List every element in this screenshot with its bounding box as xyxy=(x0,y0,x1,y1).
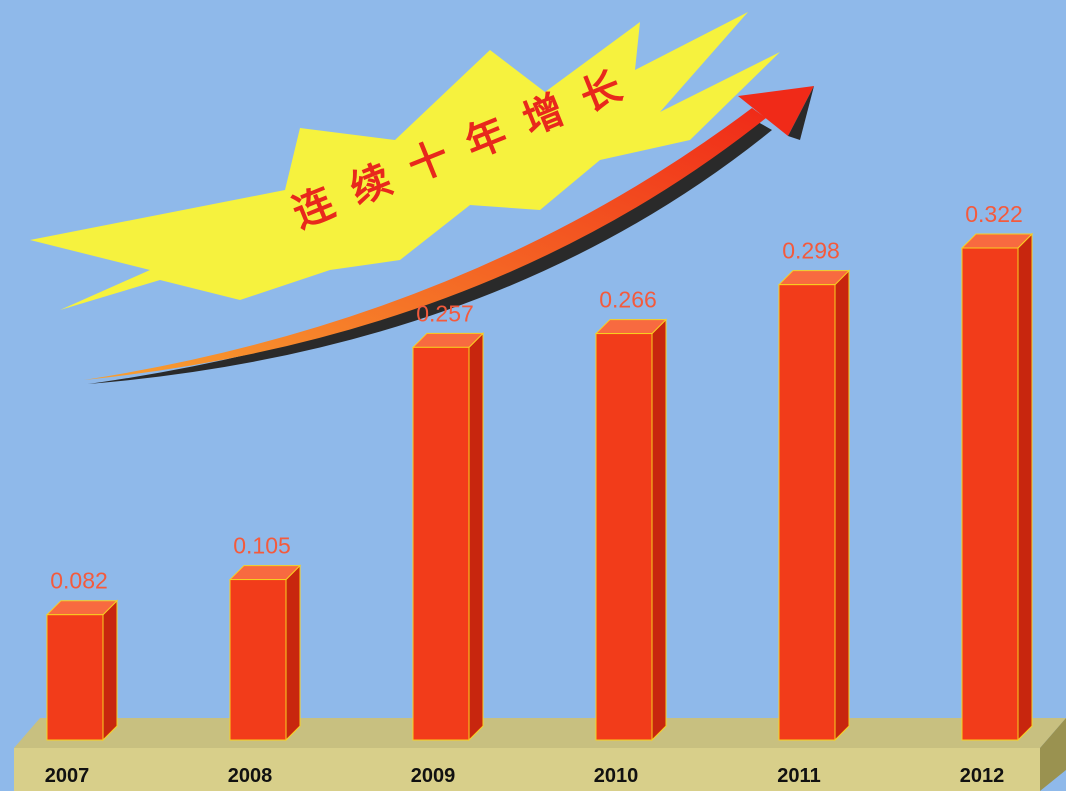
bar-side xyxy=(469,333,483,740)
x-tick-label: 2009 xyxy=(411,765,456,787)
x-tick-label: 2011 xyxy=(777,765,820,787)
bar-side xyxy=(103,601,117,740)
value-label: 0.082 xyxy=(50,568,108,594)
x-tick-label: 2012 xyxy=(960,765,1005,787)
bar-side xyxy=(652,320,666,740)
bar xyxy=(962,248,1018,740)
chart: 连续十年增长 0.08220070.10520080.25720090.2662… xyxy=(0,0,1066,791)
value-label: 0.298 xyxy=(782,238,840,264)
bar xyxy=(230,580,286,740)
bar xyxy=(47,615,103,740)
x-tick-label: 2008 xyxy=(228,765,273,787)
x-tick-label: 2010 xyxy=(594,765,639,787)
platform-front xyxy=(14,748,1040,791)
platform-top xyxy=(14,718,1066,748)
bar xyxy=(413,347,469,740)
value-label: 0.257 xyxy=(416,300,474,326)
value-label: 0.266 xyxy=(599,287,657,313)
bar-side xyxy=(835,271,849,740)
bar-side xyxy=(286,566,300,740)
bar-side xyxy=(1018,234,1032,740)
bar xyxy=(596,334,652,740)
x-tick-label: 2007 xyxy=(45,765,90,787)
value-label: 0.322 xyxy=(965,201,1023,227)
bar xyxy=(779,285,835,740)
value-label: 0.105 xyxy=(233,533,291,559)
